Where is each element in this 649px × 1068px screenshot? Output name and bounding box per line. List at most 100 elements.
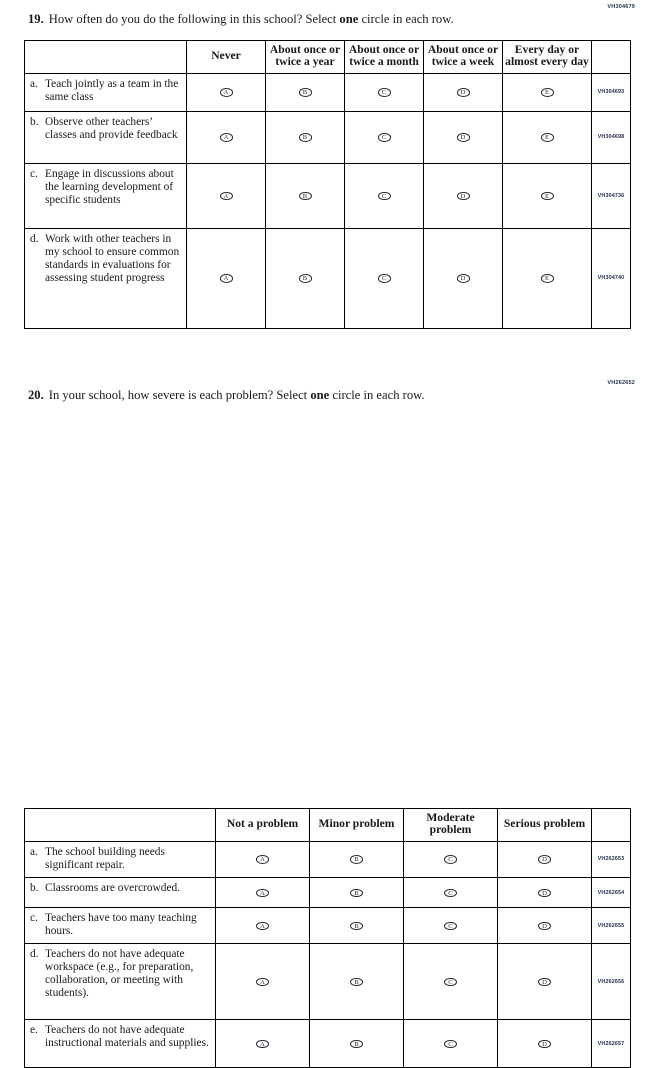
radio-bubble-icon[interactable]: E	[540, 191, 554, 201]
bubble-19b-B[interactable]: B	[265, 110, 345, 164]
bubble-20b-D[interactable]: D	[497, 877, 592, 908]
row-letter: b.	[30, 882, 39, 894]
bubble-20d-C[interactable]: C	[403, 943, 498, 1021]
radio-bubble-icon[interactable]: B	[298, 133, 312, 142]
bubble-19a-D[interactable]: D	[423, 72, 503, 112]
bubble-20a-A[interactable]: A	[215, 840, 310, 879]
question-id-code: VH262652	[607, 380, 635, 386]
column-header-once-twice-year: About once or twice a year	[265, 40, 345, 74]
bubble-20d-D[interactable]: D	[497, 943, 592, 1021]
row-letter: c.	[30, 912, 38, 924]
question-prompt: 20. In your school, how severe is each pr…	[28, 388, 425, 403]
radio-bubble-icon[interactable]: E	[540, 133, 554, 142]
radio-bubble-icon[interactable]: D	[538, 921, 551, 931]
bubble-20e-B[interactable]: B	[309, 1019, 404, 1068]
bubble-19a-A[interactable]: A	[186, 72, 266, 112]
radio-bubble-icon[interactable]: A	[256, 888, 269, 898]
bubble-19d-D[interactable]: D	[423, 227, 503, 329]
radio-bubble-icon[interactable]: D	[456, 133, 470, 142]
row-id-code: VH304740	[591, 227, 631, 329]
radio-bubble-icon[interactable]: A	[219, 133, 233, 142]
bubble-19a-E[interactable]: E	[502, 72, 592, 112]
radio-bubble-icon[interactable]: D	[538, 977, 551, 987]
bubble-20d-A[interactable]: A	[215, 943, 310, 1021]
radio-bubble-icon[interactable]: B	[298, 191, 312, 201]
radio-bubble-icon[interactable]: C	[444, 855, 457, 864]
radio-bubble-icon[interactable]: B	[298, 274, 312, 283]
radio-bubble-icon[interactable]: A	[256, 921, 269, 931]
radio-bubble-icon[interactable]: C	[377, 133, 391, 142]
radio-bubble-icon[interactable]: E	[540, 274, 554, 283]
bubble-19b-D[interactable]: D	[423, 110, 503, 164]
row-letter: d.	[30, 232, 39, 245]
radio-bubble-icon[interactable]: D	[538, 1039, 551, 1049]
radio-bubble-icon[interactable]: B	[350, 921, 363, 931]
radio-bubble-icon[interactable]: C	[377, 274, 391, 283]
table-row: b. Classrooms are overcrowded. A B C D V…	[24, 877, 631, 908]
bubble-19d-B[interactable]: B	[265, 227, 345, 329]
radio-bubble-icon[interactable]: A	[256, 977, 269, 987]
bubble-20b-A[interactable]: A	[215, 877, 310, 908]
bubble-19c-B[interactable]: B	[265, 162, 345, 229]
radio-bubble-icon[interactable]: C	[444, 921, 457, 931]
bubble-20c-D[interactable]: D	[497, 906, 592, 945]
bubble-20e-C[interactable]: C	[403, 1019, 498, 1068]
bubble-19c-A[interactable]: A	[186, 162, 266, 229]
radio-bubble-icon[interactable]: C	[377, 88, 391, 97]
radio-bubble-icon[interactable]: D	[538, 855, 551, 864]
bubble-19d-A[interactable]: A	[186, 227, 266, 329]
bubble-19d-C[interactable]: C	[344, 227, 424, 329]
row-label-19b: b. Observe other teachers’ classes and p…	[24, 110, 187, 164]
bubble-19a-C[interactable]: C	[344, 72, 424, 112]
bubble-20a-B[interactable]: B	[309, 840, 404, 879]
bubble-20a-C[interactable]: C	[403, 840, 498, 879]
row-id-code: VH262656	[591, 943, 631, 1021]
radio-bubble-icon[interactable]: A	[219, 274, 233, 283]
radio-bubble-icon[interactable]: A	[219, 191, 233, 201]
bubble-20e-A[interactable]: A	[215, 1019, 310, 1068]
radio-bubble-icon[interactable]: A	[256, 855, 269, 864]
radio-bubble-icon[interactable]: B	[298, 88, 312, 97]
radio-bubble-icon[interactable]: A	[219, 88, 233, 97]
question-text-part1: How often do you do the following in thi…	[48, 12, 340, 26]
radio-bubble-icon[interactable]: B	[350, 855, 363, 864]
column-header-once-twice-month: About once or twice a month	[344, 40, 424, 74]
bubble-20c-C[interactable]: C	[403, 906, 498, 945]
bubble-19c-E[interactable]: E	[502, 162, 592, 229]
column-header-serious-problem: Serious problem	[497, 808, 592, 842]
bubble-20a-D[interactable]: D	[497, 840, 592, 879]
radio-bubble-icon[interactable]: C	[444, 888, 457, 898]
row-text: Teach jointly as a team in the same clas…	[45, 77, 179, 103]
radio-bubble-icon[interactable]: D	[538, 888, 551, 898]
bubble-19c-D[interactable]: D	[423, 162, 503, 229]
bubble-19a-B[interactable]: B	[265, 72, 345, 112]
radio-bubble-icon[interactable]: C	[444, 1039, 457, 1049]
table-row: d. Work with other teachers in my school…	[24, 227, 631, 329]
radio-bubble-icon[interactable]: D	[456, 274, 470, 283]
row-letter: a.	[30, 77, 38, 90]
bubble-19b-A[interactable]: A	[186, 110, 266, 164]
bubble-20e-D[interactable]: D	[497, 1019, 592, 1068]
row-id-code: VH262657	[591, 1019, 631, 1068]
row-letter: b.	[30, 115, 39, 128]
bubble-19b-E[interactable]: E	[502, 110, 592, 164]
bubble-20b-B[interactable]: B	[309, 877, 404, 908]
bubble-20b-C[interactable]: C	[403, 877, 498, 908]
matrix-header-row: Never About once or twice a year About o…	[24, 40, 631, 74]
radio-bubble-icon[interactable]: C	[444, 977, 457, 987]
radio-bubble-icon[interactable]: B	[350, 1039, 363, 1049]
radio-bubble-icon[interactable]: A	[256, 1039, 269, 1049]
bubble-19d-E[interactable]: E	[502, 227, 592, 329]
bubble-19b-C[interactable]: C	[344, 110, 424, 164]
radio-bubble-icon[interactable]: E	[540, 88, 554, 97]
radio-bubble-icon[interactable]: D	[456, 191, 470, 201]
bubble-19c-C[interactable]: C	[344, 162, 424, 229]
bubble-20d-B[interactable]: B	[309, 943, 404, 1021]
radio-bubble-icon[interactable]: D	[456, 88, 470, 97]
radio-bubble-icon[interactable]: B	[350, 888, 363, 898]
radio-bubble-icon[interactable]: C	[377, 191, 391, 201]
radio-bubble-icon[interactable]: B	[350, 977, 363, 987]
bubble-20c-A[interactable]: A	[215, 906, 310, 945]
row-label-19c: c. Engage in discussions about the learn…	[24, 162, 187, 229]
bubble-20c-B[interactable]: B	[309, 906, 404, 945]
